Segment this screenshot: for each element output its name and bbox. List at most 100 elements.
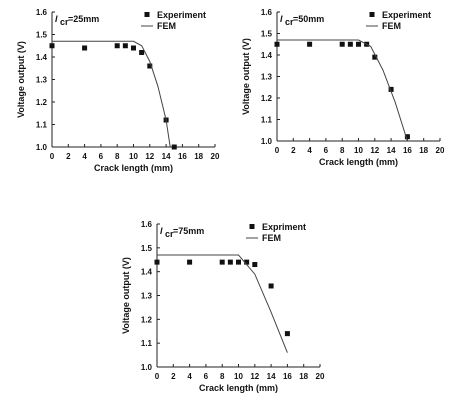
y-tick-label: 1.5 <box>36 31 48 40</box>
experiment-point <box>236 259 241 265</box>
experiment-point <box>147 63 153 69</box>
x-tick-label: 12 <box>370 146 379 155</box>
legend-label: FEM <box>382 21 401 31</box>
legend-marker-swatch <box>369 12 375 17</box>
x-tick-label: 8 <box>220 372 225 381</box>
x-axis-label: Crack length (mm) <box>94 163 173 173</box>
x-tick-label: 10 <box>129 152 138 161</box>
experiment-point <box>122 43 128 49</box>
x-tick-label: 0 <box>50 152 55 161</box>
experiment-point <box>49 43 55 49</box>
x-axis-label: Crack length (mm) <box>319 157 398 167</box>
y-tick-label: 1.4 <box>261 51 273 60</box>
experiment-point <box>154 259 160 265</box>
experiment-point <box>284 331 290 337</box>
legend-label: Expriment <box>262 222 306 232</box>
y-tick-label: 1.5 <box>261 30 273 39</box>
y-tick-label: 1.0 <box>36 143 48 152</box>
experiment-point <box>356 41 361 47</box>
x-tick-label: 6 <box>99 152 104 161</box>
x-tick-label: 2 <box>66 152 71 161</box>
experiment-point <box>187 259 193 265</box>
x-tick-label: 10 <box>354 146 363 155</box>
y-tick-label: 1.3 <box>36 76 48 85</box>
x-tick-label: 6 <box>204 372 209 381</box>
y-tick-label: 1.1 <box>141 339 153 348</box>
legend-label: Experiment <box>382 10 431 20</box>
annotation-subscript: cr <box>60 17 69 27</box>
annotation-value: =75mm <box>173 226 204 236</box>
experiment-point <box>244 259 250 265</box>
x-axis-label: Crack length (mm) <box>199 383 278 393</box>
experiment-point <box>139 50 145 55</box>
fem-line <box>277 39 408 142</box>
x-tick-label: 14 <box>267 372 276 381</box>
y-tick-label: 1.2 <box>36 98 48 107</box>
x-tick-label: 8 <box>340 146 345 155</box>
y-tick-label: 1.3 <box>261 73 273 82</box>
y-tick-label: 1.2 <box>141 315 153 324</box>
x-tick-label: 6 <box>324 146 329 155</box>
x-tick-label: 12 <box>250 372 259 381</box>
experiment-point <box>404 134 410 140</box>
y-tick-label: 1.6 <box>36 8 48 17</box>
y-axis-label: Voltage output (V) <box>121 257 131 334</box>
x-tick-label: 16 <box>283 372 292 381</box>
x-tick-label: 18 <box>299 372 308 381</box>
experiment-point <box>372 54 378 60</box>
y-tick-label: 1.1 <box>261 116 273 125</box>
y-tick-label: 1.6 <box>141 220 153 229</box>
x-tick-label: 18 <box>194 152 203 161</box>
experiment-point <box>82 45 88 51</box>
x-tick-label: 0 <box>275 146 280 155</box>
experiment-point <box>252 262 258 268</box>
x-tick-label: 2 <box>291 146 296 155</box>
annotation-variable: l <box>280 14 283 24</box>
annotation-value: =50mm <box>293 14 324 24</box>
experiment-point <box>171 144 177 150</box>
y-tick-label: 1.4 <box>36 53 48 62</box>
y-tick-label: 1.0 <box>141 363 153 372</box>
fem-line <box>52 40 171 148</box>
x-tick-label: 20 <box>211 152 220 161</box>
legend-label: Experiment <box>157 10 206 20</box>
experiment-point <box>274 41 280 47</box>
legend-marker-swatch <box>144 12 150 17</box>
annotation-value: =25mm <box>68 14 99 24</box>
experiment-point <box>307 41 313 47</box>
y-tick-label: 1.0 <box>261 137 273 146</box>
annotation-subscript: cr <box>165 229 174 239</box>
annotation-variable: l <box>160 226 163 236</box>
experiment-point <box>339 41 345 47</box>
annotation-variable: l <box>55 14 58 24</box>
x-tick-label: 20 <box>316 372 325 381</box>
x-tick-label: 14 <box>162 152 171 161</box>
experiment-point <box>268 283 274 289</box>
y-tick-label: 1.3 <box>141 292 153 301</box>
x-tick-label: 16 <box>178 152 187 161</box>
x-tick-label: 18 <box>419 146 428 155</box>
x-tick-label: 20 <box>436 146 445 155</box>
experiment-point <box>227 259 233 265</box>
x-tick-label: 0 <box>155 372 160 381</box>
y-axis-label: Voltage output (V) <box>16 41 26 118</box>
x-tick-label: 4 <box>187 372 192 381</box>
fem-line <box>157 254 288 353</box>
x-tick-label: 8 <box>115 152 120 161</box>
x-tick-label: 10 <box>234 372 243 381</box>
experiment-point <box>347 41 353 47</box>
x-tick-label: 4 <box>82 152 87 161</box>
y-tick-label: 1.1 <box>36 121 48 130</box>
experiment-point <box>114 43 120 49</box>
x-tick-label: 16 <box>403 146 412 155</box>
x-tick-label: 2 <box>171 372 176 381</box>
x-tick-label: 12 <box>145 152 154 161</box>
legend-marker-swatch <box>249 224 255 229</box>
annotation-subscript: cr <box>285 17 294 27</box>
experiment-point <box>131 45 136 51</box>
y-tick-label: 1.6 <box>261 8 273 17</box>
y-tick-label: 1.5 <box>141 244 153 253</box>
legend-label: FEM <box>262 233 281 243</box>
legend-label: FEM <box>157 21 176 31</box>
